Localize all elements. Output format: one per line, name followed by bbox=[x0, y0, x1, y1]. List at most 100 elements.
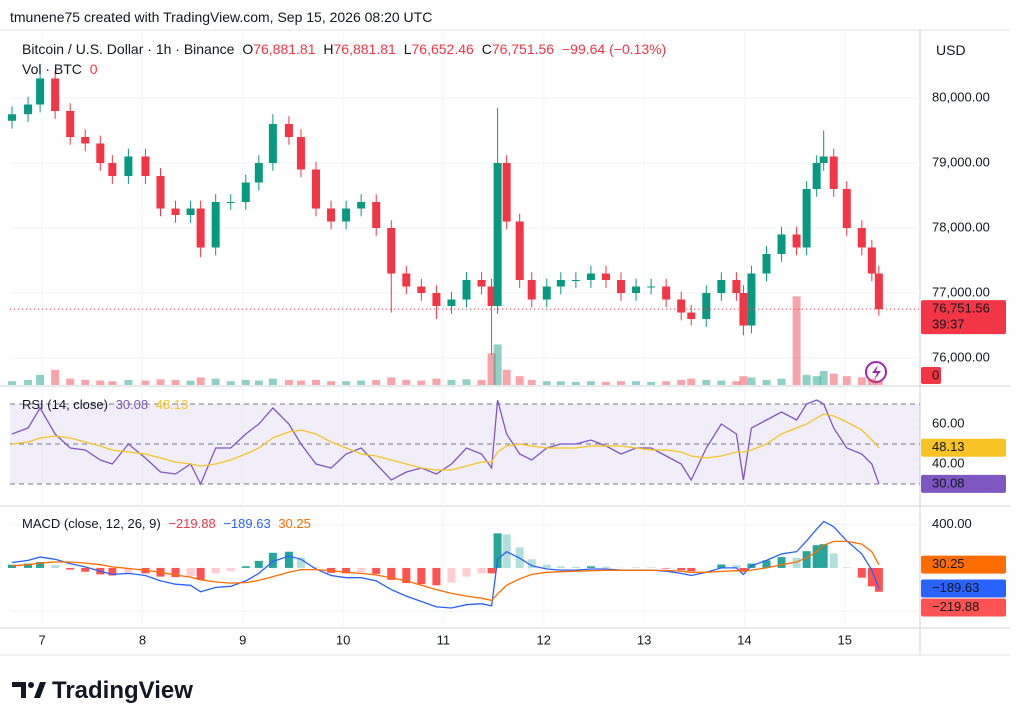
volume-bar bbox=[124, 379, 133, 385]
candle-body bbox=[527, 280, 536, 300]
y-tick-label: 400.00 bbox=[932, 516, 972, 531]
histogram-bar bbox=[226, 567, 235, 572]
volume-bar bbox=[96, 380, 105, 385]
volume-bar bbox=[66, 378, 75, 385]
histogram-bar bbox=[254, 560, 263, 568]
signal-value: 30.25 bbox=[278, 516, 311, 531]
volume-bar bbox=[586, 381, 595, 385]
candle-body bbox=[502, 163, 511, 222]
candle-body bbox=[372, 202, 381, 229]
histogram-bar bbox=[556, 566, 565, 568]
countdown: 39:37 bbox=[932, 317, 965, 332]
volume-bar bbox=[254, 380, 263, 385]
volume-legend: Vol · BTC 0 bbox=[22, 61, 102, 77]
macd-title: MACD (close, 12, 26, 9) bbox=[22, 516, 161, 531]
histogram-bar bbox=[527, 559, 536, 568]
volume-bar bbox=[732, 381, 741, 385]
volume-bar bbox=[417, 380, 426, 385]
candle-body bbox=[8, 114, 17, 121]
candle-body bbox=[874, 273, 883, 310]
histogram-bar bbox=[739, 567, 748, 572]
y-tick-label: 77,000.00 bbox=[932, 284, 990, 299]
histogram-bar bbox=[842, 567, 851, 568]
histogram-bar bbox=[447, 567, 456, 583]
volume-bar bbox=[874, 381, 883, 385]
candle-body bbox=[812, 163, 821, 190]
volume-bar bbox=[432, 378, 441, 385]
candle-body bbox=[677, 299, 686, 313]
y-tick-label: 40.00 bbox=[932, 455, 965, 470]
histogram-bar bbox=[312, 567, 321, 568]
volume-bar bbox=[226, 381, 235, 385]
histogram-bar bbox=[677, 567, 686, 571]
volume-bar bbox=[812, 376, 821, 385]
x-tick-label: 12 bbox=[537, 632, 551, 647]
rsi-value: 30.08 bbox=[115, 397, 149, 412]
volume-bar bbox=[51, 369, 60, 385]
volume-bar bbox=[402, 379, 411, 385]
currency[interactable]: USD bbox=[936, 42, 966, 58]
histogram-bar bbox=[777, 557, 786, 568]
macd-last-box bbox=[921, 579, 1006, 598]
macd-last-box bbox=[921, 555, 1006, 574]
histogram-bar bbox=[171, 567, 180, 578]
volume-bar bbox=[487, 353, 496, 385]
volume-bar bbox=[717, 380, 726, 385]
volume-bar bbox=[542, 381, 551, 385]
candle-body bbox=[829, 156, 838, 190]
volume-bar bbox=[296, 380, 305, 385]
candle-body bbox=[515, 221, 524, 281]
candle-body bbox=[487, 286, 496, 307]
candle-body bbox=[66, 110, 75, 138]
rsi-line bbox=[11, 399, 880, 486]
histogram-bar bbox=[487, 567, 496, 574]
volume-title: Vol · BTC bbox=[22, 61, 82, 77]
y-tick-label: 78,000.00 bbox=[932, 219, 990, 234]
volume-bar bbox=[617, 381, 626, 385]
volume-bar bbox=[571, 381, 580, 385]
candle-body bbox=[296, 137, 305, 170]
candle-body bbox=[717, 280, 726, 294]
histogram-bar bbox=[586, 566, 595, 568]
histogram-bar bbox=[268, 552, 277, 568]
candle-body bbox=[268, 123, 277, 164]
candle-body bbox=[387, 228, 396, 274]
candle-body bbox=[556, 280, 565, 287]
histogram-bar bbox=[417, 567, 426, 585]
histogram-bar bbox=[124, 567, 133, 573]
volume-bar bbox=[601, 381, 610, 385]
ohlc-value: 76,751.56 bbox=[491, 41, 555, 57]
histogram-bar bbox=[402, 567, 411, 584]
volume-bar bbox=[819, 371, 828, 385]
candle-body bbox=[632, 286, 641, 294]
x-tick-label: 15 bbox=[838, 632, 852, 647]
histogram-bar bbox=[687, 567, 696, 572]
histogram-bar bbox=[857, 567, 866, 578]
ohlc-value: 76,881.81 bbox=[333, 41, 396, 57]
candle-body bbox=[186, 208, 195, 216]
histogram-bar bbox=[284, 551, 293, 568]
credit: tmunene75 created with TradingView.com, … bbox=[10, 9, 433, 25]
candle-body bbox=[342, 208, 351, 222]
candle-body bbox=[571, 280, 580, 282]
histogram-bar bbox=[372, 567, 381, 574]
candle-body bbox=[141, 156, 150, 177]
x-tick-label: 8 bbox=[139, 632, 146, 647]
volume-bar bbox=[687, 378, 696, 385]
alert-bolt bbox=[872, 365, 881, 380]
volume-bar bbox=[186, 380, 195, 385]
rsi-title: RSI (14, close) bbox=[22, 397, 108, 412]
x-tick-label: 11 bbox=[437, 632, 451, 647]
candle-body bbox=[171, 208, 180, 216]
candle-body bbox=[51, 78, 60, 111]
histogram-bar bbox=[874, 567, 883, 592]
volume-bar bbox=[24, 379, 33, 385]
candle-body bbox=[739, 293, 748, 326]
volume-bar bbox=[747, 377, 756, 385]
macd-value: −189.63 bbox=[223, 516, 271, 531]
volume-bar bbox=[515, 376, 524, 385]
rsi-line bbox=[11, 413, 880, 471]
volume-bar bbox=[211, 378, 220, 385]
histogram-bar bbox=[196, 567, 205, 580]
candle-body bbox=[402, 273, 411, 287]
